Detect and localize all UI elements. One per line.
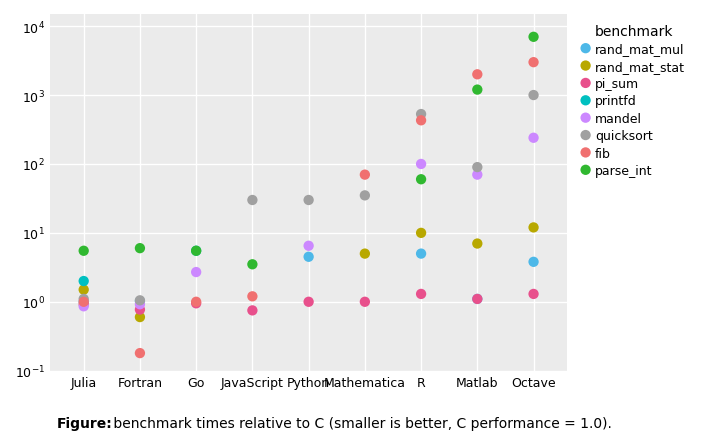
quicksort <box>247 197 258 204</box>
pi_sum <box>359 299 370 306</box>
Legend: rand_mat_mul, rand_mat_stat, pi_sum, printfd, mandel, quicksort, fib, parse_int: rand_mat_mul, rand_mat_stat, pi_sum, pri… <box>579 21 689 181</box>
mandel <box>415 161 427 168</box>
rand_mat_stat <box>78 286 89 293</box>
rand_mat_stat <box>528 224 539 231</box>
quicksort <box>528 92 539 99</box>
mandel <box>528 135 539 142</box>
mandel <box>303 243 314 250</box>
parse_int <box>247 261 258 268</box>
rand_mat_mul <box>472 296 483 302</box>
pi_sum <box>472 296 483 302</box>
rand_mat_mul <box>528 259 539 266</box>
mandel <box>472 172 483 179</box>
Text: Figure:: Figure: <box>56 416 112 430</box>
fib <box>359 172 370 179</box>
rand_mat_stat <box>359 250 370 257</box>
pi_sum <box>78 301 89 308</box>
rand_mat_mul <box>78 299 89 306</box>
rand_mat_stat <box>134 314 146 321</box>
fib <box>247 293 258 300</box>
quicksort <box>78 296 89 302</box>
fib <box>472 72 483 79</box>
mandel <box>134 301 146 308</box>
quicksort <box>303 197 314 204</box>
parse_int <box>191 248 202 255</box>
rand_mat_mul <box>415 250 427 257</box>
parse_int <box>78 248 89 255</box>
printfd <box>78 278 89 285</box>
parse_int <box>528 34 539 41</box>
parse_int <box>415 176 427 183</box>
Text: benchmark times relative to C (smaller is better, C performance = 1.0).: benchmark times relative to C (smaller i… <box>109 416 612 430</box>
fib <box>78 299 89 306</box>
pi_sum <box>247 307 258 314</box>
quicksort <box>415 111 427 118</box>
parse_int <box>472 87 483 94</box>
quicksort <box>359 192 370 199</box>
pi_sum <box>191 300 202 307</box>
fib <box>134 350 146 357</box>
fib <box>415 118 427 125</box>
rand_mat_stat <box>472 240 483 247</box>
pi_sum <box>134 306 146 313</box>
printfd <box>191 248 202 255</box>
quicksort <box>134 297 146 304</box>
pi_sum <box>528 291 539 298</box>
pi_sum <box>303 299 314 306</box>
pi_sum <box>415 291 427 298</box>
rand_mat_mul <box>303 254 314 261</box>
rand_mat_stat <box>415 230 427 237</box>
fib <box>191 299 202 306</box>
fib <box>528 59 539 66</box>
mandel <box>191 269 202 276</box>
mandel <box>78 303 89 310</box>
quicksort <box>472 164 483 171</box>
parse_int <box>134 245 146 252</box>
rand_mat_mul <box>134 298 146 305</box>
